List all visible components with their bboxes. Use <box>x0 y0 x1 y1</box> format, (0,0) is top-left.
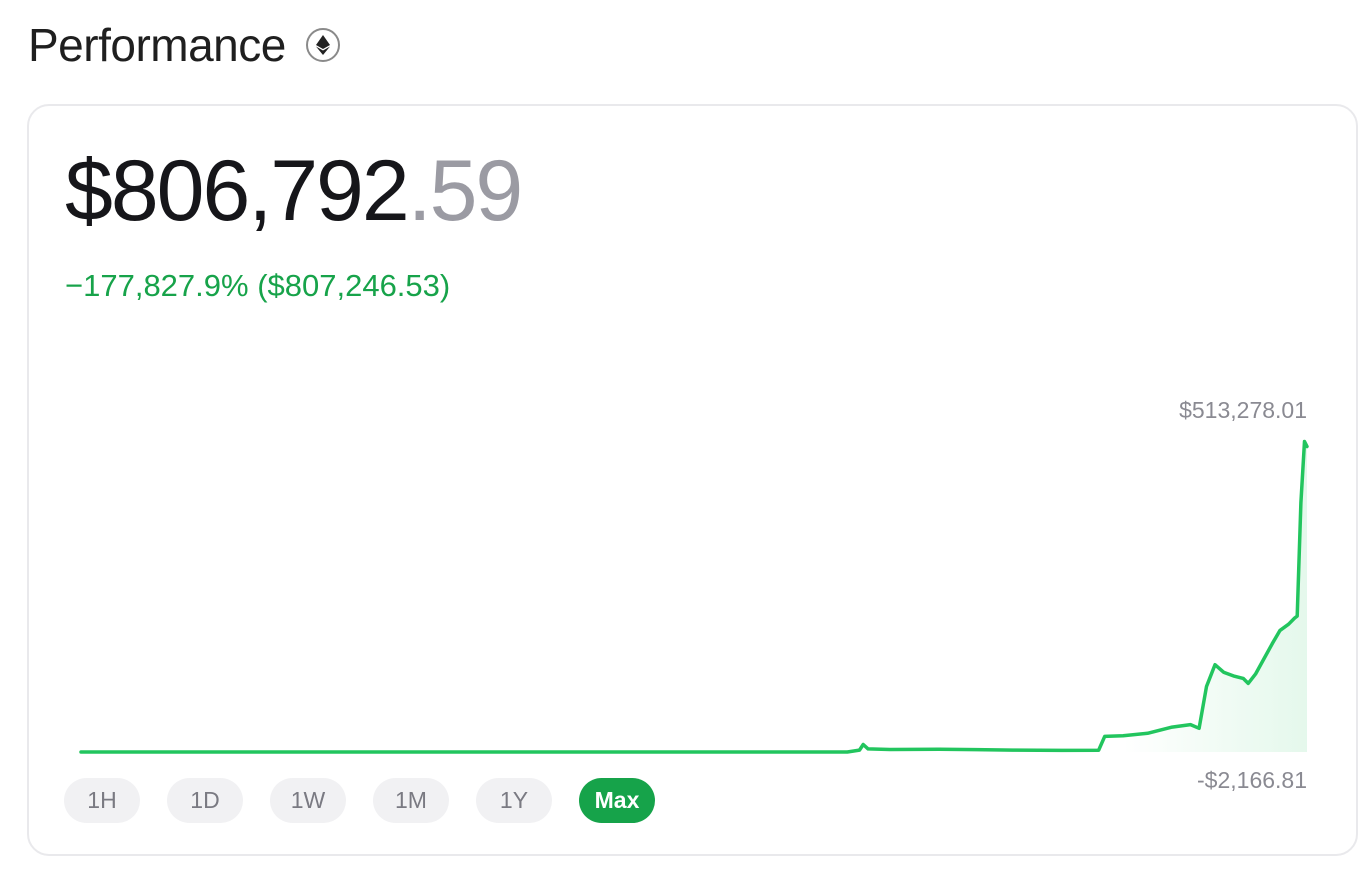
performance-card: $806,792.59 −177,827.9% ($807,246.53) $5… <box>27 104 1358 856</box>
performance-chart[interactable]: $513,278.01 -$2,166.81 <box>29 106 1356 854</box>
range-button-1d[interactable]: 1D <box>167 778 243 823</box>
range-button-1m[interactable]: 1M <box>373 778 449 823</box>
section-title: Performance <box>28 19 286 71</box>
chart-min-label: -$2,166.81 <box>1197 767 1307 793</box>
info-eth-icon[interactable] <box>305 28 340 62</box>
chart-series-line <box>79 439 1309 754</box>
portfolio-balance: $806,792.59 <box>65 148 523 234</box>
range-button-max[interactable]: Max <box>579 778 655 823</box>
time-range-selector: 1H 1D 1W 1M 1Y Max <box>64 778 655 823</box>
balance-decimal: .59 <box>407 143 524 239</box>
performance-change: −177,827.9% ($807,246.53) <box>65 268 451 303</box>
chart-max-label: $513,278.01 <box>1179 397 1307 423</box>
range-button-1w[interactable]: 1W <box>270 778 346 823</box>
range-button-1h[interactable]: 1H <box>64 778 140 823</box>
chart-area-fill <box>81 441 1307 752</box>
balance-integer: $806,792 <box>65 143 410 239</box>
range-button-1y[interactable]: 1Y <box>476 778 552 823</box>
performance-header: Performance <box>28 18 340 72</box>
